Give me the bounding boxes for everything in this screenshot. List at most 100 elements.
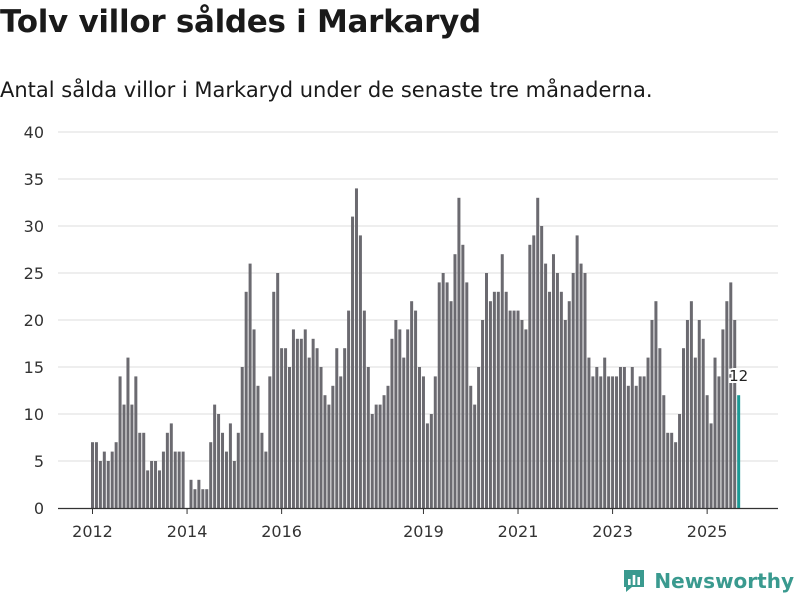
bar [358,235,362,508]
bar [492,291,496,508]
bar [429,414,433,508]
bar [595,367,599,508]
bar [236,432,240,508]
bar [457,197,461,509]
bar [646,357,650,508]
bar [398,329,402,508]
bar [114,442,118,508]
bar [674,442,678,508]
bar [118,376,122,508]
bar [571,273,575,508]
bar [437,282,441,508]
bar [193,489,197,508]
bar [508,310,512,508]
bar [299,338,303,508]
bar [256,385,260,508]
bar [394,320,398,508]
bar [335,348,339,508]
bar [303,329,307,508]
y-tick-label: 40 [24,123,44,142]
bar [154,461,158,508]
bar [642,376,646,508]
bar [575,235,579,508]
bar [599,376,603,508]
bar [362,310,366,508]
y-tick-label: 15 [24,358,44,377]
bar [134,376,138,508]
brand-name: Newsworthy [654,569,794,593]
bar [327,404,331,508]
newsworthy-brand[interactable]: Newsworthy [622,568,794,594]
bar [559,291,563,508]
bar [504,291,508,508]
bar [453,254,457,508]
bar [209,442,213,508]
bar [607,376,611,508]
bar [421,376,425,508]
bar [213,404,217,508]
bar [130,404,134,508]
bar [197,479,201,508]
bar [563,320,567,508]
bar [150,461,154,508]
page-subtitle: Antal sålda villor i Markaryd under de s… [0,78,653,102]
x-tick-label: 2014 [167,522,208,541]
bar [284,348,288,508]
bar [319,367,323,508]
x-tick-label: 2021 [498,522,539,541]
bar [622,367,626,508]
bar [382,395,386,508]
bar [406,329,410,508]
bar [181,451,185,508]
bar [102,451,106,508]
bar [366,367,370,508]
bar [512,310,516,508]
page-title: Tolv villor såldes i Markaryd [0,4,481,40]
bar [351,216,355,508]
bar [122,404,126,508]
highlight-bar [737,395,741,508]
bar [725,301,729,508]
bar [615,376,619,508]
bar [544,263,548,508]
bar [540,226,544,508]
bar [634,385,638,508]
bar [91,442,94,508]
bar [445,282,449,508]
bar [693,357,697,508]
bar [611,376,615,508]
y-tick-label: 5 [34,452,44,471]
grid-lines [58,131,778,462]
bar [347,310,351,508]
bar [638,376,642,508]
bar [733,320,737,508]
bar [721,329,725,508]
bar [485,273,488,508]
bar [177,451,181,508]
bar [685,320,689,508]
y-tick-label: 35 [24,170,44,189]
x-tick-label: 2012 [72,522,113,541]
bar [343,348,347,508]
bar [228,423,232,508]
bar [224,451,228,508]
bar [307,357,311,508]
bar [414,310,418,508]
bar [461,244,465,509]
bar [603,357,607,508]
bar [280,348,284,508]
bar [410,301,414,508]
bar [252,329,256,508]
bar [260,432,264,508]
bar [551,254,555,508]
y-tick-label: 10 [24,405,44,424]
chart-logo-icon [624,570,645,592]
bar [654,301,658,508]
x-axis: 2012 2014 2016 2019 2021 2023 2025 [58,507,778,541]
bar [697,320,701,508]
bar [94,442,98,508]
bar [291,329,295,508]
bar [288,367,291,508]
bar [315,348,319,508]
annotations: 12 [727,365,750,387]
